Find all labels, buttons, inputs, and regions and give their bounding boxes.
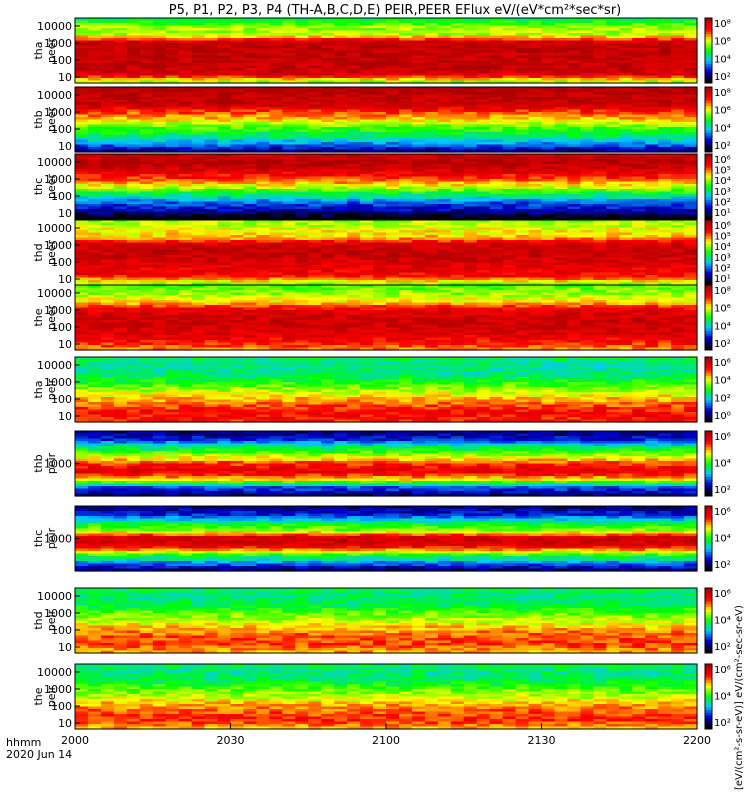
y-tick-label: 10000 xyxy=(37,156,72,169)
panel-label-line: peer xyxy=(45,107,58,133)
panel-label: tha peer xyxy=(32,38,58,64)
y-tick-label: 10000 xyxy=(37,89,72,102)
y-tick-label: 10 xyxy=(58,71,72,84)
colorbar-tick-label: 10² xyxy=(714,72,731,83)
panel-label-line: peer xyxy=(45,38,58,64)
panel-label-line: thb xyxy=(32,110,45,128)
panel-label-line: tha xyxy=(32,41,45,59)
colorbar-tick-label: 10¹ xyxy=(714,208,731,219)
panel-label: thc peer xyxy=(32,174,58,200)
panel-label: thb peer xyxy=(32,107,58,133)
colorbar-tick-label: 10⁴ xyxy=(714,176,731,187)
colorbar-tick-label: 10⁶ xyxy=(714,106,731,117)
colorbar-tick-label: 10⁵ xyxy=(714,166,731,177)
figure-title: P5, P1, P2, P3, P4 (TH-A,B,C,D,E) PEIR,P… xyxy=(169,3,622,18)
colorbar-tick-label: 10⁸ xyxy=(714,19,731,30)
colorbar-tick-label: 10⁴ xyxy=(714,123,731,134)
colorbar-tick-label: 10² xyxy=(714,141,731,152)
colorbar-tick-label: 10⁸ xyxy=(714,88,731,99)
colorbar-tick-label: 10⁶ xyxy=(714,155,731,166)
colorbar-tick-label: 10⁶ xyxy=(714,37,731,48)
spectrogram-figure: P5, P1, P2, P3, P4 (TH-A,B,C,D,E) PEIR,P… xyxy=(0,0,750,800)
y-tick-label: 10 xyxy=(58,207,72,220)
colorbar-tick-label: 10² xyxy=(714,197,731,208)
y-tick-label: 10000 xyxy=(37,20,72,33)
panel-label-line: thc xyxy=(32,178,45,195)
colorbar-tick-label: 10³ xyxy=(714,187,731,198)
colorbar-tick-label: 10⁴ xyxy=(714,54,731,65)
panel-label-line: peer xyxy=(45,174,58,200)
y-tick-label: 10 xyxy=(58,140,72,153)
